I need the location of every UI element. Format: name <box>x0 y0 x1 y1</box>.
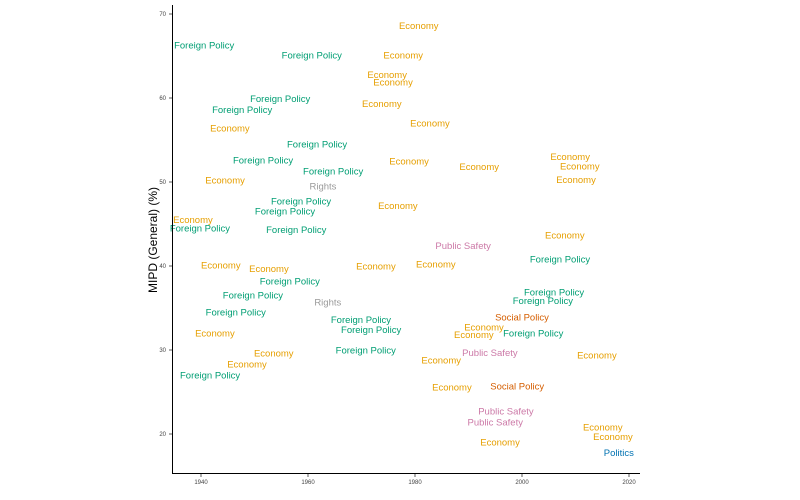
point-label-foreign-policy: Foreign Policy <box>223 291 283 302</box>
point-label-foreign-policy: Foreign Policy <box>282 51 342 62</box>
x-tick-label: 1980 <box>408 480 422 486</box>
point-label-economy: Economy <box>389 156 429 167</box>
y-tick-label: 30 <box>159 348 166 354</box>
point-label-foreign-policy: Foreign Policy <box>180 371 240 382</box>
point-label-economy: Economy <box>480 438 520 449</box>
point-label-economy: Economy <box>383 51 423 62</box>
point-label-economy: Economy <box>583 423 623 434</box>
point-label-social-policy: Social Policy <box>495 313 549 324</box>
point-label-economy: Economy <box>249 264 289 275</box>
point-label-public-safety: Public Safety <box>435 241 491 252</box>
point-label-economy: Economy <box>550 152 590 163</box>
point-label-economy: Economy <box>432 382 472 393</box>
point-label-economy: Economy <box>593 432 633 443</box>
point-label-foreign-policy: Foreign Policy <box>266 225 326 236</box>
y-axis-label: MIPD (General) (%) <box>146 187 160 293</box>
x-tick-label: 2000 <box>515 480 529 486</box>
y-tick-label: 60 <box>159 96 166 102</box>
point-label-foreign-policy: Foreign Policy <box>255 207 315 218</box>
point-label-foreign-policy: Foreign Policy <box>174 40 234 51</box>
point-label-economy: Economy <box>464 323 504 334</box>
point-label-public-safety: Public Safety <box>478 407 534 418</box>
point-label-economy: Economy <box>205 176 245 187</box>
x-tick-label: 1940 <box>194 480 208 486</box>
y-tick-label: 40 <box>159 264 166 270</box>
point-label-economy: Economy <box>410 119 450 130</box>
point-label-economy: Economy <box>201 261 241 272</box>
point-label-foreign-policy: Foreign Policy <box>503 329 563 340</box>
x-tick-label: 1960 <box>301 480 315 486</box>
point-label-economy: Economy <box>373 77 413 88</box>
point-label-economy: Economy <box>362 99 402 110</box>
point-label-economy: Economy <box>577 350 617 361</box>
point-label-economy: Economy <box>421 355 461 366</box>
point-label-foreign-policy: Foreign Policy <box>271 197 331 208</box>
point-label-foreign-policy: Foreign Policy <box>212 105 272 116</box>
point-label-rights: Rights <box>310 182 337 193</box>
y-tick-label: 50 <box>159 180 166 186</box>
point-label-economy: Economy <box>560 161 600 172</box>
point-label-economy: Economy <box>556 175 596 186</box>
point-label-economy: Economy <box>459 162 499 173</box>
point-label-foreign-policy: Foreign Policy <box>513 296 573 307</box>
point-label-foreign-policy: Foreign Policy <box>233 156 293 167</box>
point-label-economy: Economy <box>454 330 494 341</box>
point-label-foreign-policy: Foreign Policy <box>336 345 396 356</box>
point-label-foreign-policy: Foreign Policy <box>206 308 266 319</box>
point-label-foreign-policy: Foreign Policy <box>170 224 230 235</box>
point-label-economy: Economy <box>173 215 213 226</box>
point-label-economy: Economy <box>210 124 250 135</box>
point-label-economy: Economy <box>416 260 456 271</box>
point-label-public-safety: Public Safety <box>462 348 518 359</box>
x-tick-label: 2020 <box>622 480 636 486</box>
point-label-economy: Economy <box>356 261 396 272</box>
point-label-foreign-policy: Foreign Policy <box>530 255 590 266</box>
point-label-economy: Economy <box>399 21 439 32</box>
point-label-economy: Economy <box>227 360 267 371</box>
point-label-foreign-policy: Foreign Policy <box>331 315 391 326</box>
point-label-foreign-policy: Foreign Policy <box>287 140 347 151</box>
y-tick-label: 20 <box>159 432 166 438</box>
point-label-economy: Economy <box>195 329 235 340</box>
point-label-economy: Economy <box>545 230 585 241</box>
point-label-economy: Economy <box>254 349 294 360</box>
y-tick-label: 70 <box>159 12 166 18</box>
point-label-economy: Economy <box>367 70 407 81</box>
point-label-foreign-policy: Foreign Policy <box>260 276 320 287</box>
point-label-social-policy: Social Policy <box>490 381 544 392</box>
point-label-foreign-policy: Foreign Policy <box>341 325 401 336</box>
point-label-foreign-policy: Foreign Policy <box>524 287 584 298</box>
point-label-foreign-policy: Foreign Policy <box>250 94 310 105</box>
x-ticks: 1940 1960 1980 2000 2020 <box>194 474 636 486</box>
point-label-foreign-policy: Foreign Policy <box>303 166 363 177</box>
point-label-politics: Politics <box>604 448 634 459</box>
point-label-public-safety: Public Safety <box>468 418 524 429</box>
y-ticks: 20 30 40 50 60 70 <box>159 12 172 438</box>
point-label-rights: Rights <box>314 297 341 308</box>
point-label-economy: Economy <box>378 201 418 212</box>
